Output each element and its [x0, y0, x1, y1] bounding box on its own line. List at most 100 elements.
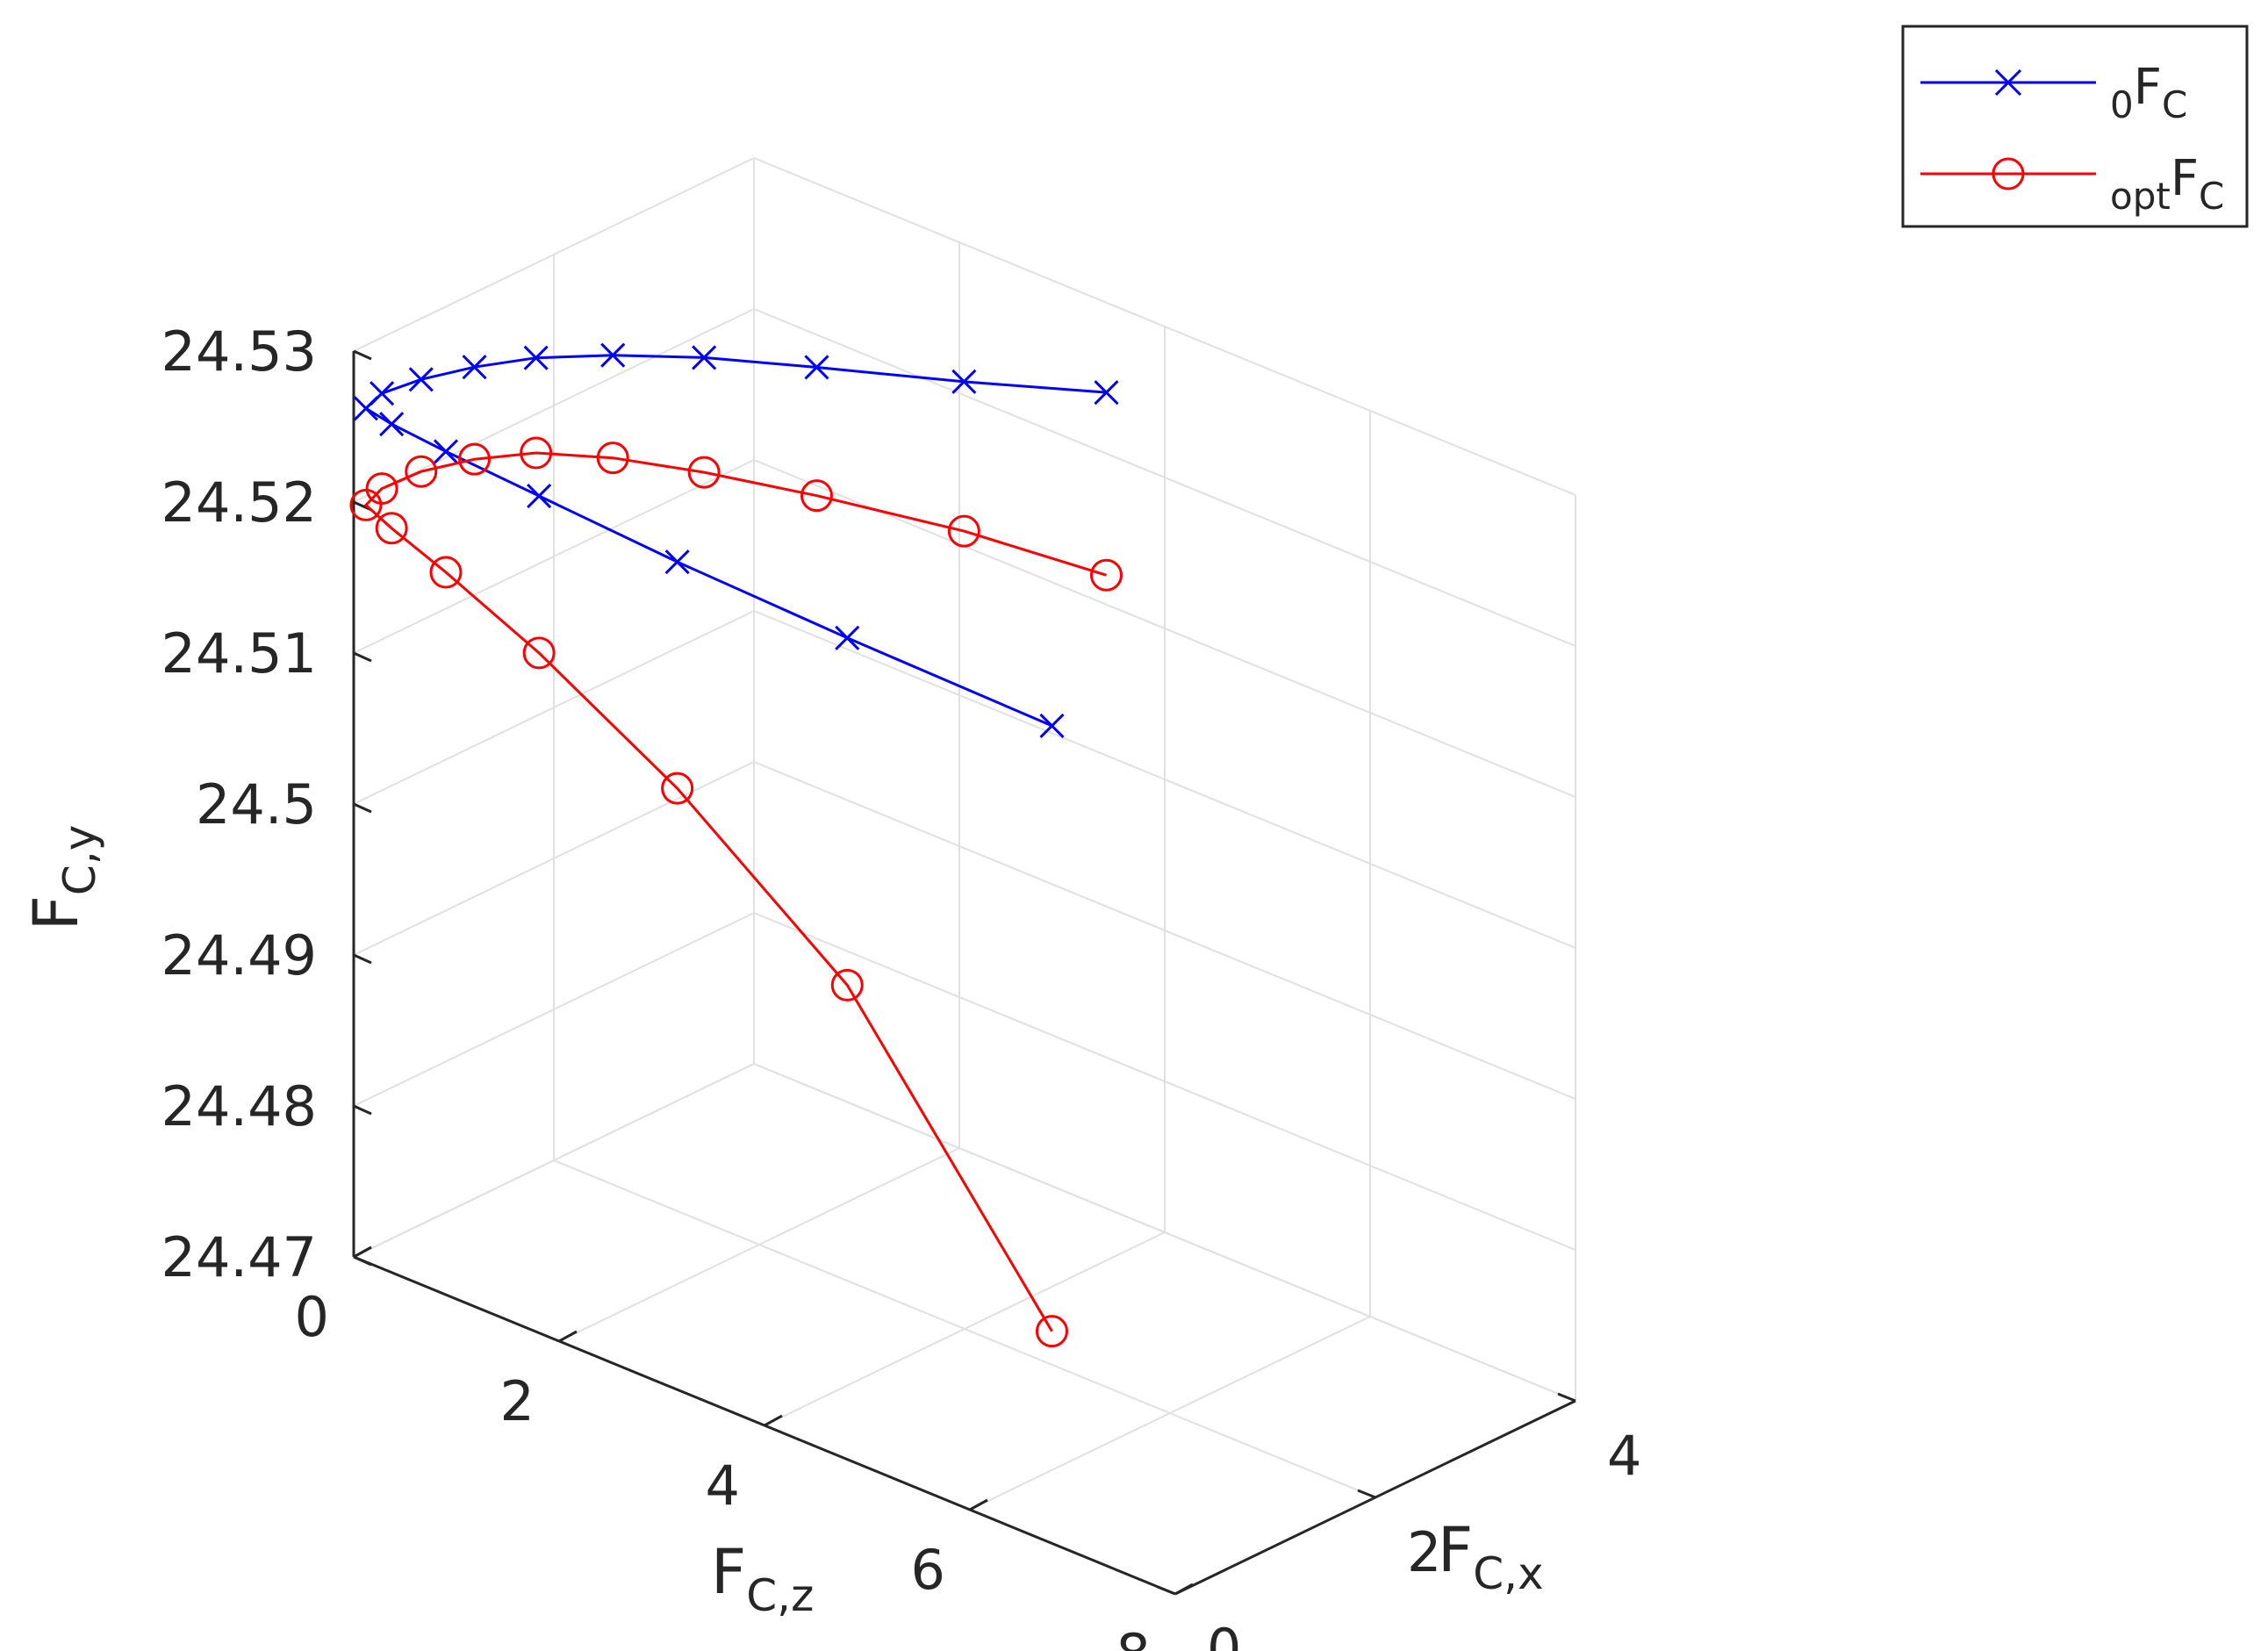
series-1-point-5	[520, 436, 553, 470]
series-0-point-12	[527, 483, 552, 509]
z-axis-label-sub: C,z	[746, 1570, 814, 1621]
z-tick-mark	[764, 1414, 783, 1427]
legend-label-1: optFC	[2110, 150, 2224, 218]
series-0-point-5	[523, 345, 549, 370]
x-axis-label-sub: C,x	[1473, 1548, 1543, 1599]
y-tick-mark	[353, 651, 372, 663]
y-tick-label: 24.5	[196, 772, 317, 836]
y-tick-mark	[353, 953, 372, 965]
grid-line-side-y	[753, 157, 1576, 496]
grid-line-back-y	[353, 157, 755, 352]
y-tick-label: 24.47	[161, 1225, 318, 1289]
x-axis-label-main: F	[1438, 1514, 1473, 1586]
grid-line-side-y	[753, 610, 1576, 949]
x-tick-mark	[1157, 1585, 1176, 1596]
series-1	[349, 436, 1123, 1348]
y-tick-mark	[353, 802, 372, 814]
grid-line-back-y	[353, 912, 755, 1107]
z-axis-label-main: F	[711, 1536, 746, 1608]
grid-line-floor-z	[353, 1063, 755, 1258]
data-series	[349, 342, 1123, 1348]
tick-labels: 24.47 24.48 24.49 24.5 24.51 24.52 24.53 0 2 4 6 8 0…	[161, 319, 1642, 1651]
series-0-point-4	[600, 342, 626, 368]
series-1-point-13	[661, 772, 694, 805]
series-line-0	[363, 354, 1107, 728]
series-0-point-10	[379, 412, 405, 437]
grid-line-side-y	[753, 308, 1576, 647]
legend-entry-1: optFC	[1920, 150, 2224, 218]
grid-line-side-y	[753, 912, 1576, 1251]
grid-line-side-y	[753, 459, 1576, 798]
z-tick-mark	[1174, 1583, 1194, 1596]
series-1-point-6	[458, 442, 492, 476]
grid-line-back-y	[353, 459, 755, 654]
grid-line-back-y	[353, 610, 755, 805]
series-0-point-3	[692, 345, 717, 370]
z-tick-label: 8	[1116, 1622, 1151, 1651]
x-tick-label: 0	[1207, 1617, 1241, 1651]
grid-line-floor-z	[764, 1231, 1166, 1426]
series-1-point-7	[405, 455, 438, 488]
x-axis-label: FC,x	[1438, 1514, 1544, 1599]
grid-lines	[353, 157, 1576, 1595]
series-1-point-15	[1035, 1315, 1068, 1348]
series-0-point-15	[1039, 713, 1065, 739]
y-tick-mark	[353, 349, 372, 361]
legend: 0FC optFC	[1901, 25, 2249, 228]
series-0-point-6	[462, 355, 487, 380]
y-tick-label: 24.51	[161, 621, 318, 686]
series-0-point-1	[951, 369, 977, 394]
series-1-point-2	[800, 479, 833, 513]
y-tick-label: 24.52	[161, 470, 318, 535]
series-0-point-11	[433, 439, 459, 464]
series-1-point-11	[429, 556, 463, 589]
z-tick-mark	[558, 1330, 578, 1343]
series-0-point-14	[835, 625, 860, 650]
series-0-point-2	[804, 355, 829, 380]
z-tick-label: 6	[911, 1538, 945, 1602]
x-tick-label: 2	[1407, 1520, 1441, 1584]
z-tick-label: 0	[295, 1285, 329, 1349]
z-tick-label: 2	[500, 1369, 535, 1433]
series-0-point-9	[353, 396, 378, 421]
series-1-point-10	[375, 512, 408, 545]
series-0-point-13	[664, 549, 690, 575]
series-1-point-4	[596, 441, 629, 475]
series-1-point-0	[1089, 558, 1123, 592]
x-tick-mark	[1557, 1392, 1576, 1403]
series-0-point-7	[408, 367, 434, 392]
x-tick-label: 4	[1607, 1424, 1641, 1488]
series-line-1	[363, 451, 1107, 1332]
grid-line-side-y	[753, 761, 1576, 1100]
y-tick-label: 24.53	[161, 319, 318, 384]
z-tick-label: 4	[706, 1454, 740, 1518]
axes	[352, 349, 1576, 1596]
y-tick-label: 24.48	[161, 1074, 318, 1138]
x-tick-mark	[1357, 1489, 1376, 1499]
series-1-point-9	[349, 488, 383, 521]
y-tick-label: 24.49	[161, 923, 318, 987]
y-tick-mark	[353, 1104, 372, 1116]
y-tick-mark	[353, 1255, 372, 1267]
grid-line-back-y	[353, 308, 755, 503]
z-axis-label: FC,z	[711, 1536, 814, 1621]
series-1-point-1	[947, 514, 980, 548]
grid-line-back-y	[353, 761, 755, 956]
y-axis-label: FC,y	[20, 825, 105, 931]
z-tick-mark	[969, 1498, 988, 1511]
z-tick-mark	[353, 1245, 372, 1259]
series-1-point-3	[687, 456, 721, 489]
legend-marker-1	[1992, 157, 2025, 190]
y-axis-label-main: F	[20, 895, 92, 930]
legend-box	[1901, 25, 2249, 228]
grid-line-floor-z	[558, 1147, 960, 1342]
series-0-point-0	[1094, 380, 1119, 406]
series-0	[353, 342, 1119, 739]
y-axis-label-sub: C,y	[54, 825, 105, 895]
grid-line-floor-z	[969, 1316, 1371, 1511]
legend-marker-0	[1994, 68, 2022, 97]
legend-label-0: 0FC	[2110, 59, 2187, 126]
legend-entry-0: 0FC	[1920, 59, 2187, 126]
series-1-point-14	[830, 968, 864, 1001]
